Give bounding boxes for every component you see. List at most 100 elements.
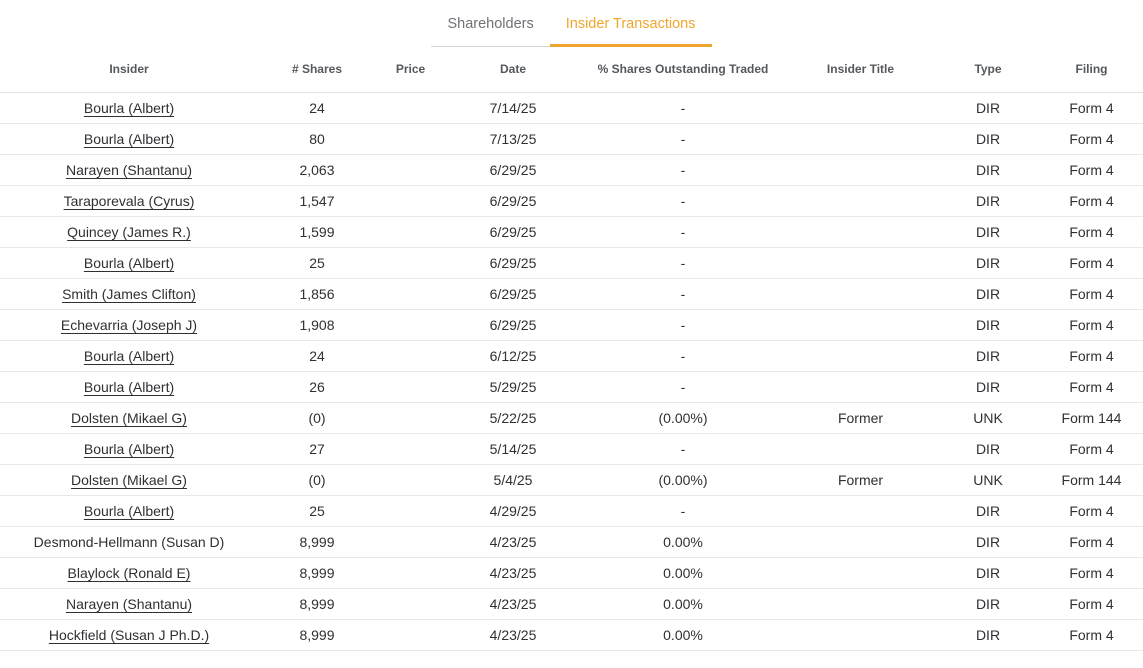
filing-cell: Form 4 — [1040, 526, 1143, 558]
column-header-shares: # Shares — [258, 47, 376, 93]
insider-link[interactable]: Hockfield (Susan J Ph.D.) — [48, 626, 210, 643]
shares-cell: 80 — [258, 123, 376, 155]
insider-link[interactable]: Bourla (Albert) — [83, 347, 175, 364]
type-cell: DIR — [936, 619, 1040, 651]
filing-cell: Form 4 — [1040, 588, 1143, 620]
insider-cell: Desmond-Hellmann (Susan D) — [0, 526, 258, 558]
shares-cell: (0) — [258, 464, 376, 496]
date-cell: 4/23/25 — [445, 619, 581, 651]
insider-cell: Bourla (Albert) — [0, 92, 258, 124]
filing-cell: Form 4 — [1040, 154, 1143, 186]
table-row: Bourla (Albert) 25 6/29/25 - DIR Form 4 — [0, 247, 1143, 279]
table-row: Narayen (Shantanu) 8,999 4/23/25 0.00% D… — [0, 588, 1143, 620]
date-cell: 4/23/25 — [445, 588, 581, 620]
price-cell — [376, 371, 445, 403]
pct-traded-cell: - — [581, 371, 785, 403]
insider-link[interactable]: Blaylock (Ronald E) — [67, 564, 191, 581]
insider-link[interactable]: Bourla (Albert) — [83, 440, 175, 457]
insider-link[interactable]: Bourla (Albert) — [83, 254, 175, 271]
pct-traded-cell: 0.00% — [581, 526, 785, 558]
table-row: Taraporevala (Cyrus) 1,547 6/29/25 - DIR… — [0, 185, 1143, 217]
insider-title-cell — [785, 495, 936, 527]
insider-link[interactable]: Smith (James Clifton) — [62, 285, 196, 302]
type-cell: DIR — [936, 433, 1040, 465]
table-header-row: Insider # Shares Price Date % Shares Out… — [0, 47, 1143, 93]
column-header-insider: Insider — [0, 47, 258, 93]
price-cell — [376, 309, 445, 341]
type-cell: DIR — [936, 557, 1040, 589]
pct-traded-cell: 0.00% — [581, 557, 785, 589]
insider-cell: Narayen (Shantanu) — [0, 588, 258, 620]
table-row: Bourla (Albert) 26 5/29/25 - DIR Form 4 — [0, 371, 1143, 403]
insider-link[interactable]: Quincey (James R.) — [67, 223, 191, 240]
shares-cell: 1,547 — [258, 185, 376, 217]
type-cell: DIR — [936, 495, 1040, 527]
table-row: Bourla (Albert) 80 7/13/25 - DIR Form 4 — [0, 123, 1143, 155]
table-row: Narayen (Shantanu) 2,063 6/29/25 - DIR F… — [0, 154, 1143, 186]
filing-cell: Form 4 — [1040, 309, 1143, 341]
date-cell: 6/29/25 — [445, 154, 581, 186]
price-cell — [376, 247, 445, 279]
insider-title-cell — [785, 247, 936, 279]
insider-link[interactable]: Narayen (Shantanu) — [65, 161, 193, 178]
filing-cell: Form 4 — [1040, 92, 1143, 124]
insider-link[interactable]: Bourla (Albert) — [83, 130, 175, 147]
insider-link[interactable]: Narayen (Shantanu) — [65, 595, 193, 612]
date-cell: 7/13/25 — [445, 123, 581, 155]
tab-insider-transactions[interactable]: Insider Transactions — [549, 3, 712, 47]
column-header-type: Type — [936, 47, 1040, 93]
insider-link[interactable]: Bourla (Albert) — [83, 99, 175, 116]
filing-cell: Form 4 — [1040, 247, 1143, 279]
type-cell: DIR — [936, 247, 1040, 279]
filing-cell: Form 4 — [1040, 216, 1143, 248]
insider-link[interactable]: Bourla (Albert) — [83, 378, 175, 395]
shares-cell: 1,599 — [258, 216, 376, 248]
pct-traded-cell: - — [581, 278, 785, 310]
price-cell — [376, 216, 445, 248]
table-row: Quincey (James R.) 1,599 6/29/25 - DIR F… — [0, 216, 1143, 248]
insider-cell: Quincey (James R.) — [0, 216, 258, 248]
insider-cell: Smith (James Clifton) — [0, 278, 258, 310]
insider-link[interactable]: Dolsten (Mikael G) — [71, 471, 187, 488]
type-cell: DIR — [936, 526, 1040, 558]
tab-shareholders[interactable]: Shareholders — [431, 3, 550, 47]
pct-traded-cell: - — [581, 247, 785, 279]
shares-cell: 1,856 — [258, 278, 376, 310]
date-cell: 5/4/25 — [445, 464, 581, 496]
insider-title-cell — [785, 588, 936, 620]
price-cell — [376, 92, 445, 124]
insider-title-cell — [785, 557, 936, 589]
shares-cell: 8,999 — [258, 619, 376, 651]
insider-link: Desmond-Hellmann (Susan D) — [33, 533, 225, 550]
insider-title-cell — [785, 154, 936, 186]
price-cell — [376, 526, 445, 558]
insider-title-cell — [785, 92, 936, 124]
filing-cell: Form 4 — [1040, 495, 1143, 527]
insider-cell: Bourla (Albert) — [0, 495, 258, 527]
insider-cell: Bourla (Albert) — [0, 433, 258, 465]
pct-traded-cell: - — [581, 433, 785, 465]
insider-cell: Bourla (Albert) — [0, 371, 258, 403]
date-cell: 5/29/25 — [445, 371, 581, 403]
type-cell: DIR — [936, 309, 1040, 341]
date-cell: 6/29/25 — [445, 185, 581, 217]
pct-traded-cell: 0.00% — [581, 619, 785, 651]
insider-link[interactable]: Dolsten (Mikael G) — [71, 409, 187, 426]
date-cell: 5/22/25 — [445, 402, 581, 434]
pct-traded-cell: - — [581, 123, 785, 155]
pct-traded-cell: - — [581, 154, 785, 186]
column-header-insider-title: Insider Title — [785, 47, 936, 93]
shares-cell: 8,999 — [258, 588, 376, 620]
pct-traded-cell: (0.00%) — [581, 402, 785, 434]
insider-title-cell — [785, 526, 936, 558]
insider-link[interactable]: Bourla (Albert) — [83, 502, 175, 519]
price-cell — [376, 495, 445, 527]
insider-title-cell — [785, 216, 936, 248]
date-cell: 6/29/25 — [445, 278, 581, 310]
filing-cell: Form 4 — [1040, 557, 1143, 589]
shares-cell: 8,999 — [258, 557, 376, 589]
insider-link[interactable]: Taraporevala (Cyrus) — [63, 192, 195, 209]
type-cell: DIR — [936, 588, 1040, 620]
insider-link[interactable]: Echevarria (Joseph J) — [60, 316, 198, 333]
table-row: Bourla (Albert) 27 5/14/25 - DIR Form 4 — [0, 433, 1143, 465]
